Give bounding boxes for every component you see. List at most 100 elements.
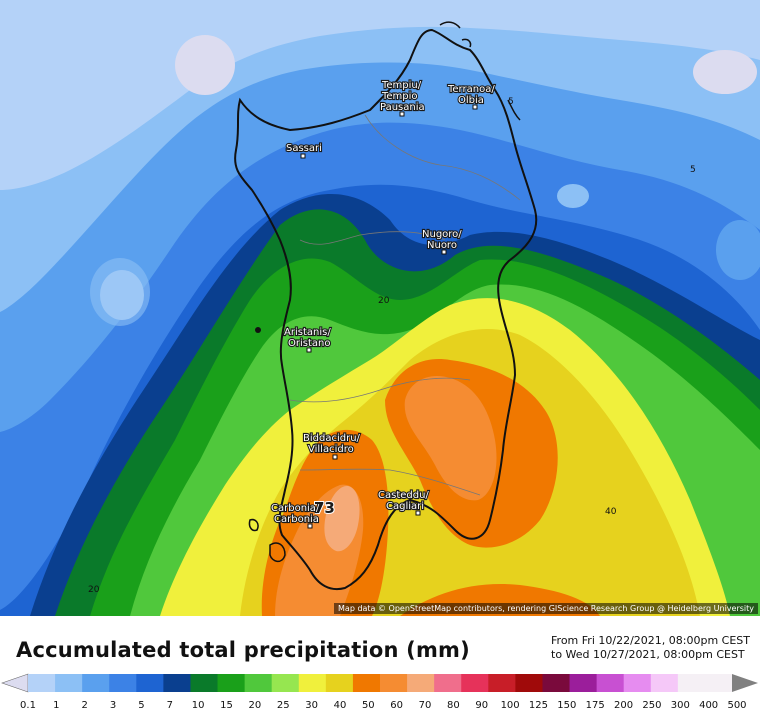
max-value-label: 73	[314, 499, 335, 517]
legend-panel: Accumulated total precipitation (mm) Fro…	[0, 616, 760, 718]
time-range-end: to Wed 10/27/2021, 08:00pm CEST	[551, 648, 745, 661]
svg-text:Villacidro: Villacidro	[308, 444, 354, 455]
color-scale-tick-label: 3	[109, 700, 117, 711]
svg-text:Aristanis/: Aristanis/	[284, 327, 331, 338]
patch-5mm	[557, 184, 589, 208]
svg-text:Terranoa/: Terranoa/	[447, 84, 495, 95]
city-carbonia: Carbonia/ Carbonia	[270, 502, 321, 529]
island	[255, 327, 261, 333]
sardinia-coastline	[234, 28, 538, 590]
city-cagliari: Casteddu/ Cagliari	[377, 489, 431, 516]
internal-boundary	[289, 114, 521, 496]
color-scale-tick-label: 50	[361, 700, 375, 711]
color-scale-swatch	[298, 674, 327, 692]
color-scale-swatch	[163, 674, 191, 692]
color-scale-tick-label: 15	[220, 700, 233, 711]
svg-text:Nuoro: Nuoro	[427, 240, 457, 251]
color-scale-swatch	[461, 674, 489, 692]
color-scale-tick-label: 125	[528, 700, 549, 711]
city-tempio: Tempiu/ Tempio Pausania	[379, 79, 426, 117]
svg-text:Sassari: Sassari	[286, 143, 322, 154]
color-scale-swatch	[271, 674, 300, 692]
color-scale-arrow-left	[1, 673, 29, 693]
color-scale-tick-label: 400	[699, 700, 719, 711]
color-scale-swatch	[82, 674, 110, 692]
time-range: From Fri 10/22/2021, 08:00pm CEST to Wed…	[551, 634, 750, 662]
time-range-start: From Fri 10/22/2021, 08:00pm CEST	[551, 634, 750, 647]
color-scale-tick-label: 80	[447, 700, 460, 711]
color-scale-tick-label: 25	[276, 700, 290, 711]
color-scale-tick-label: 250	[642, 700, 662, 711]
band-70mm-east	[404, 376, 497, 501]
color-scale-swatch	[623, 674, 652, 692]
contour-label: 20	[88, 585, 100, 595]
color-scale-swatch	[677, 674, 706, 692]
color-scale-tick-label: 7	[166, 700, 173, 711]
color-scale-swatch	[515, 674, 543, 692]
color-scale-tick-label: 300	[670, 700, 690, 711]
color-scale-swatch	[55, 674, 83, 692]
svg-text:Oristano: Oristano	[288, 338, 330, 349]
map-canvas: 5 5 20 40 20 73 Tempiu/ Tempio Pausania …	[0, 0, 760, 616]
svg-text:Casteddu/: Casteddu/	[378, 490, 429, 501]
color-scale-swatch	[352, 674, 381, 692]
city-marker	[399, 111, 405, 117]
color-scale-swatch	[596, 674, 625, 692]
color-scale-swatch	[434, 674, 462, 692]
color-scale-tick-label: 500	[727, 700, 747, 711]
color-scale-swatch	[569, 674, 598, 692]
city-marker	[472, 104, 478, 110]
color-scale-swatch	[650, 674, 679, 692]
svg-text:Olbia: Olbia	[458, 95, 484, 106]
color-scale-ticks: 0.1 1 2 3 5 7 10 15 20 25 30 40 50 60 70 80 90 100 125 150 1…	[0, 700, 760, 714]
color-scale-swatch	[190, 674, 219, 692]
color-scale-swatch	[704, 674, 732, 692]
island-la-maddalena	[439, 21, 521, 121]
island-san-pietro	[248, 518, 259, 532]
color-scale-swatch	[28, 674, 56, 692]
contour-label: 5	[690, 165, 696, 175]
svg-text:Biddacidru/: Biddacidru/	[303, 433, 361, 444]
color-scale-bar	[1, 673, 758, 693]
svg-text:Carbonia: Carbonia	[274, 514, 319, 525]
city-marker	[306, 347, 312, 353]
color-scale-swatch	[325, 674, 354, 692]
color-scale-tick-label: 90	[475, 700, 489, 711]
color-scale-swatch	[380, 674, 408, 692]
color-scale-swatch	[136, 674, 164, 692]
precipitation-map: 5 5 20 40 20 73 Tempiu/ Tempio Pausania …	[0, 0, 760, 616]
city-marker	[300, 153, 306, 159]
city-marker	[307, 523, 313, 529]
color-scale-tick-label: 2	[81, 700, 88, 711]
island-sant-antioco	[269, 542, 286, 563]
patch-7mm	[716, 220, 760, 280]
city-marker	[441, 249, 447, 255]
city-marker	[332, 454, 338, 460]
color-scale-tick-label: 150	[557, 700, 577, 711]
contour-label: 40	[605, 507, 617, 517]
svg-text:Pausania: Pausania	[380, 102, 425, 113]
city-villacidro: Biddacidru/ Villacidro	[302, 432, 362, 460]
color-scale-swatch	[407, 674, 435, 692]
city-marker	[415, 510, 421, 516]
map-attribution[interactable]: Map data © OpenStreetMap contributors, r…	[334, 603, 758, 614]
color-scale-tick-label: 100	[500, 700, 520, 711]
color-scale-tick-label: 20	[248, 700, 262, 711]
svg-text:Carbonia/: Carbonia/	[271, 503, 320, 514]
color-scale-tick-label: 0.1	[20, 700, 36, 711]
color-scale-tick-label: 175	[585, 700, 605, 711]
color-scale-tick-label: 5	[138, 700, 145, 711]
color-scale-tick-label: 10	[191, 700, 205, 711]
color-scale-tick-label: 1	[53, 700, 60, 711]
svg-text:Cagliari: Cagliari	[386, 501, 424, 512]
color-scale-arrow-right	[732, 674, 758, 692]
color-scale-swatch	[542, 674, 571, 692]
color-scale-tick-label: 60	[390, 700, 404, 711]
legend-title: Accumulated total precipitation (mm)	[16, 638, 470, 662]
city-olbia: Terranoa/ Olbia	[446, 83, 496, 110]
color-scale-tick-label: 40	[333, 700, 347, 711]
color-scale-swatch	[109, 674, 137, 692]
color-scale-swatch	[217, 674, 246, 692]
patch-1mm	[693, 50, 757, 94]
contour-label: 5	[508, 97, 514, 107]
